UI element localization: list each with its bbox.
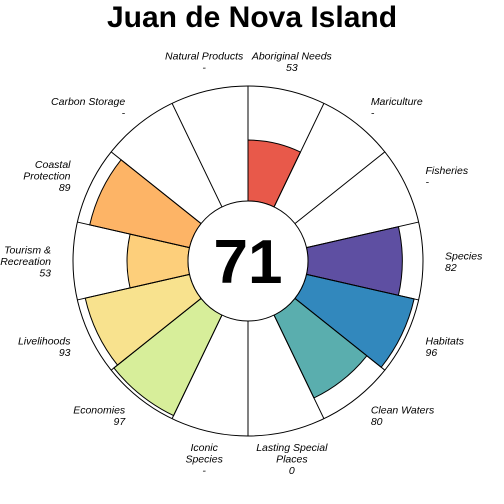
petal-label-fisheries: Fisheries - xyxy=(425,165,468,189)
petal-label-habitats: Habitats 96 xyxy=(425,336,464,360)
petal-coastal-protection xyxy=(90,160,201,248)
petal-label-line: Carbon Storage xyxy=(51,96,125,108)
petal-label-line: Tourism & xyxy=(4,245,51,257)
petal-label-line: Coastal xyxy=(35,159,71,171)
petal-value: - xyxy=(202,62,206,74)
petal-label-line: Mariculture xyxy=(371,96,423,108)
center-score: 71 xyxy=(214,228,283,297)
petal-value: - xyxy=(202,465,206,477)
petal-label-iconic-species: Iconic Species - xyxy=(185,442,223,477)
petal-label-line: Protection xyxy=(23,171,70,183)
petal-label-line: Clean Waters xyxy=(371,404,435,416)
petal-label-carbon-storage: Carbon Storage - xyxy=(51,96,126,120)
petal-label-mariculture: Mariculture - xyxy=(371,96,423,120)
petal-label-species: Species 82 xyxy=(445,250,483,274)
petal-value: 0 xyxy=(289,465,295,477)
petal-label-line: Fisheries xyxy=(425,165,468,177)
petal-value: - xyxy=(371,108,375,120)
spoke-line xyxy=(295,152,385,224)
petal-label-tourism-recreation: Tourism & Recreation 53 xyxy=(0,245,51,280)
petal-label-line: Iconic xyxy=(190,442,218,454)
spoke-line xyxy=(172,103,222,207)
petal-label-coastal-protection: Coastal Protection 89 xyxy=(23,159,71,194)
petal-value: 53 xyxy=(286,62,298,74)
petal-label-line: Natural Products xyxy=(165,50,244,62)
petal-label-lasting-special-places: Lasting Special Places 0 xyxy=(256,442,328,477)
petal-value: 93 xyxy=(59,347,71,359)
petal-value: 53 xyxy=(39,268,51,280)
petal-label-line: Places xyxy=(276,454,308,466)
petal-label-line: Species xyxy=(185,454,223,466)
petal-label-line: Lasting Special xyxy=(256,442,328,454)
petal-label-livelihoods: Livelihoods 93 xyxy=(18,336,71,360)
petal-value: - xyxy=(122,108,126,120)
petal-value: 96 xyxy=(425,347,437,359)
petal-label-natural-products: Natural Products - xyxy=(165,50,244,74)
petal-label-line: Recreation xyxy=(0,256,51,268)
petal-label-clean-waters: Clean Waters 80 xyxy=(371,404,435,428)
petal-label-line: Aboriginal Needs xyxy=(251,50,333,62)
petal-value: - xyxy=(425,176,429,188)
petal-value: 89 xyxy=(59,182,71,194)
petal-aboriginal-needs xyxy=(248,140,300,207)
chart-title: Juan de Nova Island xyxy=(107,1,397,34)
petal-value: 97 xyxy=(113,416,126,428)
petal-label-line: Species xyxy=(445,250,483,262)
petal-label-economies: Economies 97 xyxy=(73,404,126,428)
petal-value: 80 xyxy=(371,416,383,428)
petal-value: 82 xyxy=(445,262,457,274)
petal-label-line: Livelihoods xyxy=(18,336,71,348)
petal-label-line: Economies xyxy=(73,404,126,416)
petal-label-line: Habitats xyxy=(425,336,464,348)
petal-label-aboriginal-needs: Aboriginal Needs 53 xyxy=(251,50,333,74)
